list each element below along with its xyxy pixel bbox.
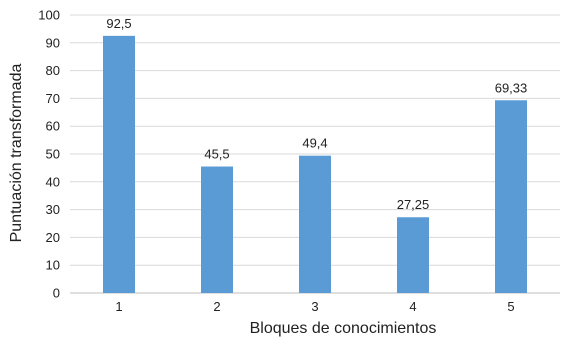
x-tick-labels: 1 2 3 4 5: [115, 299, 514, 314]
x-tick-label: 4: [409, 299, 416, 314]
y-tick-label: 70: [46, 91, 60, 106]
y-tick-label: 10: [46, 258, 60, 273]
y-tick-label: 0: [53, 286, 60, 301]
x-tick-label: 5: [507, 299, 514, 314]
bar: [495, 100, 527, 293]
y-tick-label: 50: [46, 147, 60, 162]
data-labels: 92,5 45,5 49,4 27,25 69,33: [106, 16, 527, 212]
data-label: 49,4: [302, 136, 327, 151]
bars: [103, 35, 527, 293]
y-tick-label: 90: [46, 35, 60, 50]
y-tick-label: 100: [38, 8, 60, 23]
bar: [103, 35, 135, 293]
data-label: 27,25: [397, 197, 430, 212]
x-tick-label: 1: [115, 299, 122, 314]
bar: [201, 166, 233, 293]
x-tick-label: 3: [311, 299, 318, 314]
y-tick-label: 20: [46, 230, 60, 245]
bar: [299, 155, 331, 293]
y-axis-title: Puntuación transformada: [8, 64, 25, 243]
y-tick-label: 40: [46, 174, 60, 189]
x-axis-title: Bloques de conocimientos: [250, 320, 437, 337]
x-tick-label: 2: [213, 299, 220, 314]
y-tick-label: 30: [46, 202, 60, 217]
y-tick-label: 80: [46, 63, 60, 78]
data-label: 69,33: [495, 80, 528, 95]
bar: [397, 217, 429, 293]
y-tick-label: 60: [46, 119, 60, 134]
data-label: 45,5: [204, 147, 229, 162]
data-label: 92,5: [106, 16, 131, 31]
y-tick-labels: 0 10 20 30 40 50 60 70 80 90 100: [38, 8, 60, 301]
